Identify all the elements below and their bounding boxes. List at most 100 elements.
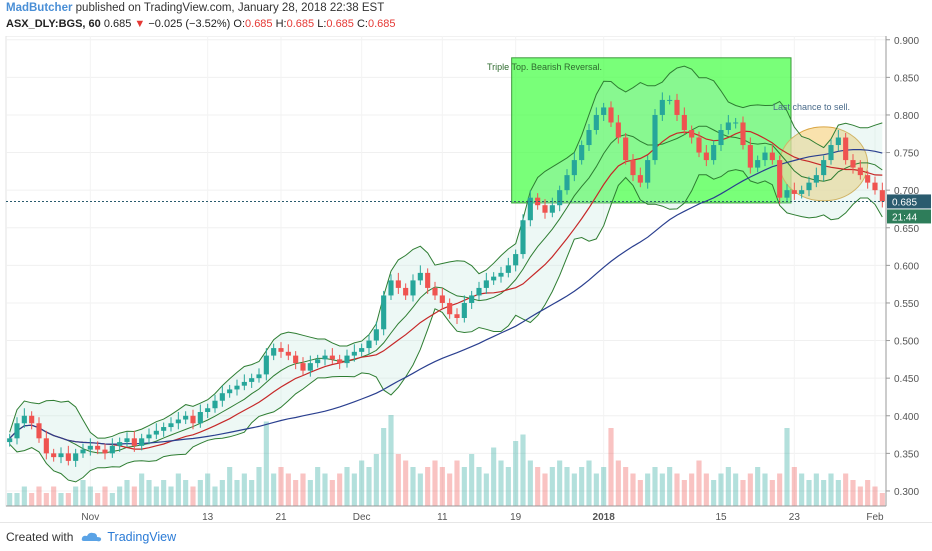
x-tick-label: 11 bbox=[437, 512, 448, 522]
tradingview-link[interactable]: TradingView bbox=[81, 530, 176, 544]
volume-bar bbox=[505, 467, 511, 506]
candle-body bbox=[527, 197, 533, 221]
volume-bar bbox=[329, 480, 335, 506]
price-tag: 0.685 bbox=[892, 197, 917, 208]
volume-bar bbox=[117, 486, 123, 506]
ma-fast-line bbox=[9, 125, 883, 454]
volume-bar bbox=[806, 480, 812, 506]
candle-body bbox=[373, 329, 379, 341]
candle-body bbox=[865, 175, 871, 183]
created-with-label: Created with bbox=[6, 530, 74, 544]
volume-bar bbox=[630, 473, 636, 506]
volume-bar bbox=[703, 473, 709, 506]
candle-body bbox=[747, 145, 753, 168]
x-tick-label: Feb bbox=[866, 512, 884, 522]
x-tick-label: Dec bbox=[353, 512, 371, 522]
candle-body bbox=[813, 175, 819, 183]
candle-body bbox=[806, 182, 812, 191]
volume-bar bbox=[212, 486, 218, 506]
candle-body bbox=[344, 355, 350, 364]
candle-body bbox=[403, 287, 409, 296]
symbol-label: ASX_DLY:BGS, 60 bbox=[6, 18, 101, 30]
volume-bar bbox=[139, 473, 145, 506]
candle-body bbox=[843, 137, 849, 161]
indicator-lines bbox=[9, 65, 883, 483]
volume-bar bbox=[681, 480, 687, 506]
volume-bar bbox=[65, 493, 71, 506]
volume-bar bbox=[36, 486, 42, 506]
candle-body bbox=[351, 351, 357, 356]
volume-bar bbox=[601, 467, 607, 506]
x-tick-label: Nov bbox=[81, 512, 99, 522]
volume-bar bbox=[168, 486, 174, 506]
candle-body bbox=[513, 254, 519, 266]
volume-bar bbox=[278, 467, 284, 506]
bollinger-upper-line bbox=[9, 65, 883, 439]
candle-body bbox=[652, 114, 658, 161]
published-text: published on TradingView.com, January 28… bbox=[75, 2, 385, 14]
candle-body bbox=[689, 130, 695, 138]
candle-body bbox=[322, 355, 328, 360]
volume-bar bbox=[293, 480, 299, 506]
candle-body bbox=[777, 160, 783, 198]
y-tick-label: 0.800 bbox=[894, 111, 919, 122]
candle-body bbox=[791, 190, 797, 194]
candle-body bbox=[762, 152, 768, 161]
candle-body bbox=[65, 453, 71, 461]
author-link[interactable]: MadButcher bbox=[6, 2, 73, 14]
candle-body bbox=[36, 423, 42, 439]
volume-bar bbox=[718, 473, 724, 506]
candle-body bbox=[7, 438, 13, 443]
volume-bar bbox=[153, 486, 159, 506]
candle-body bbox=[219, 393, 225, 401]
candle-body bbox=[439, 295, 445, 303]
volume-bar bbox=[461, 467, 467, 506]
candle-body bbox=[307, 363, 313, 371]
volume-bar bbox=[447, 473, 453, 506]
volume-bar bbox=[491, 447, 497, 506]
volume-bar bbox=[271, 473, 277, 506]
candle-body bbox=[469, 295, 475, 303]
volume-bar bbox=[146, 480, 152, 506]
candle-body bbox=[87, 445, 93, 450]
volume-bar bbox=[747, 473, 753, 506]
candle-body bbox=[14, 423, 20, 439]
y-tick-label: 0.850 bbox=[894, 73, 919, 84]
candle-body bbox=[58, 453, 64, 458]
bollinger-band-fill bbox=[9, 66, 883, 482]
volume-bar bbox=[535, 467, 541, 506]
candle-body bbox=[359, 348, 365, 352]
last-price: 0.685 bbox=[103, 18, 132, 30]
volume-bar bbox=[769, 480, 775, 506]
candle-body bbox=[850, 160, 856, 168]
volume-bar bbox=[183, 480, 189, 506]
price-change: −0.025 (−3.52%) bbox=[148, 18, 231, 30]
candle-body bbox=[857, 167, 863, 176]
candle-body bbox=[784, 190, 790, 198]
ellipse-label: Last chance to sell. bbox=[773, 102, 850, 112]
volume-bar bbox=[571, 473, 577, 506]
candle-body bbox=[131, 438, 137, 446]
candle-body bbox=[755, 160, 761, 168]
candle-body bbox=[117, 442, 123, 446]
volume-bar bbox=[608, 428, 614, 506]
candle-body bbox=[623, 137, 629, 161]
candle-body bbox=[769, 152, 775, 161]
candle-body bbox=[535, 197, 541, 206]
volume-bar bbox=[821, 480, 827, 506]
y-tick-label: 0.550 bbox=[894, 299, 919, 310]
volume-bar bbox=[51, 486, 57, 506]
ohlc-high: 0.685 bbox=[286, 18, 315, 30]
price-chart[interactable]: 0.300 0.350 0.400 0.450 0.500 0.550 0.600 0.650… bbox=[0, 36, 932, 522]
volume-bar bbox=[564, 467, 570, 506]
bollinger-lower-line bbox=[9, 169, 883, 483]
volume-bar bbox=[469, 454, 475, 506]
volume-bar bbox=[828, 473, 834, 506]
volume-bar bbox=[520, 434, 526, 506]
candle-body bbox=[285, 351, 291, 356]
candle-body bbox=[212, 400, 218, 409]
volume-bar bbox=[674, 473, 680, 506]
volume-bar bbox=[733, 473, 739, 506]
candle-body bbox=[681, 114, 687, 130]
volume-bar bbox=[315, 467, 321, 506]
